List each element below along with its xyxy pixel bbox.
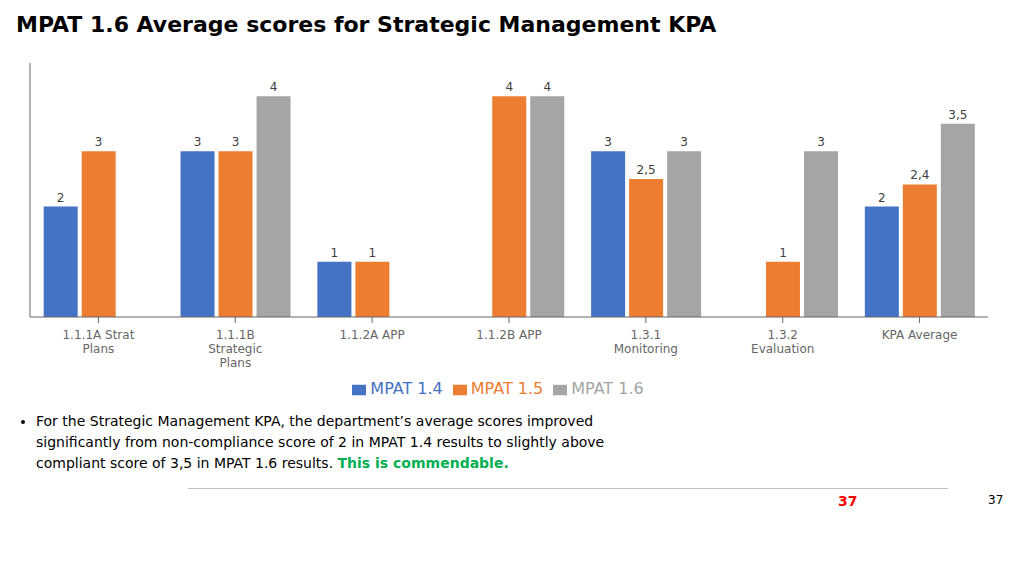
html-text:significantly from non-complia: significantly from non-compliance score …	[36, 434, 605, 450]
svg-text:3: 3	[232, 135, 240, 149]
svg-text:4: 4	[505, 80, 513, 94]
svg-text:2,4: 2,4	[910, 168, 929, 182]
svg-text:3: 3	[194, 135, 202, 149]
html-text:37: 37	[838, 493, 858, 509]
svg-text:KPA Average: KPA Average	[882, 328, 958, 342]
svg-text:1: 1	[331, 246, 339, 260]
html-text:MPAT 1.6 Average scores for St: MPAT 1.6 Average scores for Strategic Ma…	[16, 12, 717, 37]
svg-text:1: 1	[779, 246, 787, 260]
svg-text:3: 3	[817, 135, 825, 149]
html-text:MPAT 1.6: MPAT 1.6	[571, 379, 644, 398]
svg-text:2,5: 2,5	[637, 163, 656, 177]
svg-text:3: 3	[604, 135, 612, 149]
html-text:37: 37	[988, 493, 1004, 507]
svg-text:2: 2	[878, 191, 886, 205]
svg-text:1: 1	[369, 246, 377, 260]
svg-text:3,5: 3,5	[948, 108, 967, 122]
html-text:MPAT 1.5: MPAT 1.5	[470, 379, 544, 398]
svg-text:4: 4	[543, 80, 551, 94]
svg-text:1.1.2A APP: 1.1.2A APP	[340, 328, 405, 342]
html-text:MPAT 1.4: MPAT 1.4	[370, 379, 443, 398]
html-text:compliant score of 3,5 in MPAT: compliant score of 3,5 in MPAT 1.6 resul…	[36, 455, 509, 471]
svg-text:1.1.2B APP: 1.1.2B APP	[476, 328, 541, 342]
svg-text:4: 4	[270, 80, 278, 94]
svg-text:1.3.1Monitoring: 1.3.1Monitoring	[614, 328, 678, 356]
svg-text:1.1.1BStrategicPlans: 1.1.1BStrategicPlans	[208, 328, 262, 370]
svg-text:3: 3	[95, 135, 103, 149]
svg-text:1.1.1A StratPlans: 1.1.1A StratPlans	[62, 328, 134, 356]
svg-text:2: 2	[57, 191, 65, 205]
svg-text:3: 3	[680, 135, 688, 149]
svg-text:1.3.2Evaluation: 1.3.2Evaluation	[751, 328, 814, 356]
html-text:For the Strategic Management K: For the Strategic Management KPA, the de…	[36, 413, 594, 429]
